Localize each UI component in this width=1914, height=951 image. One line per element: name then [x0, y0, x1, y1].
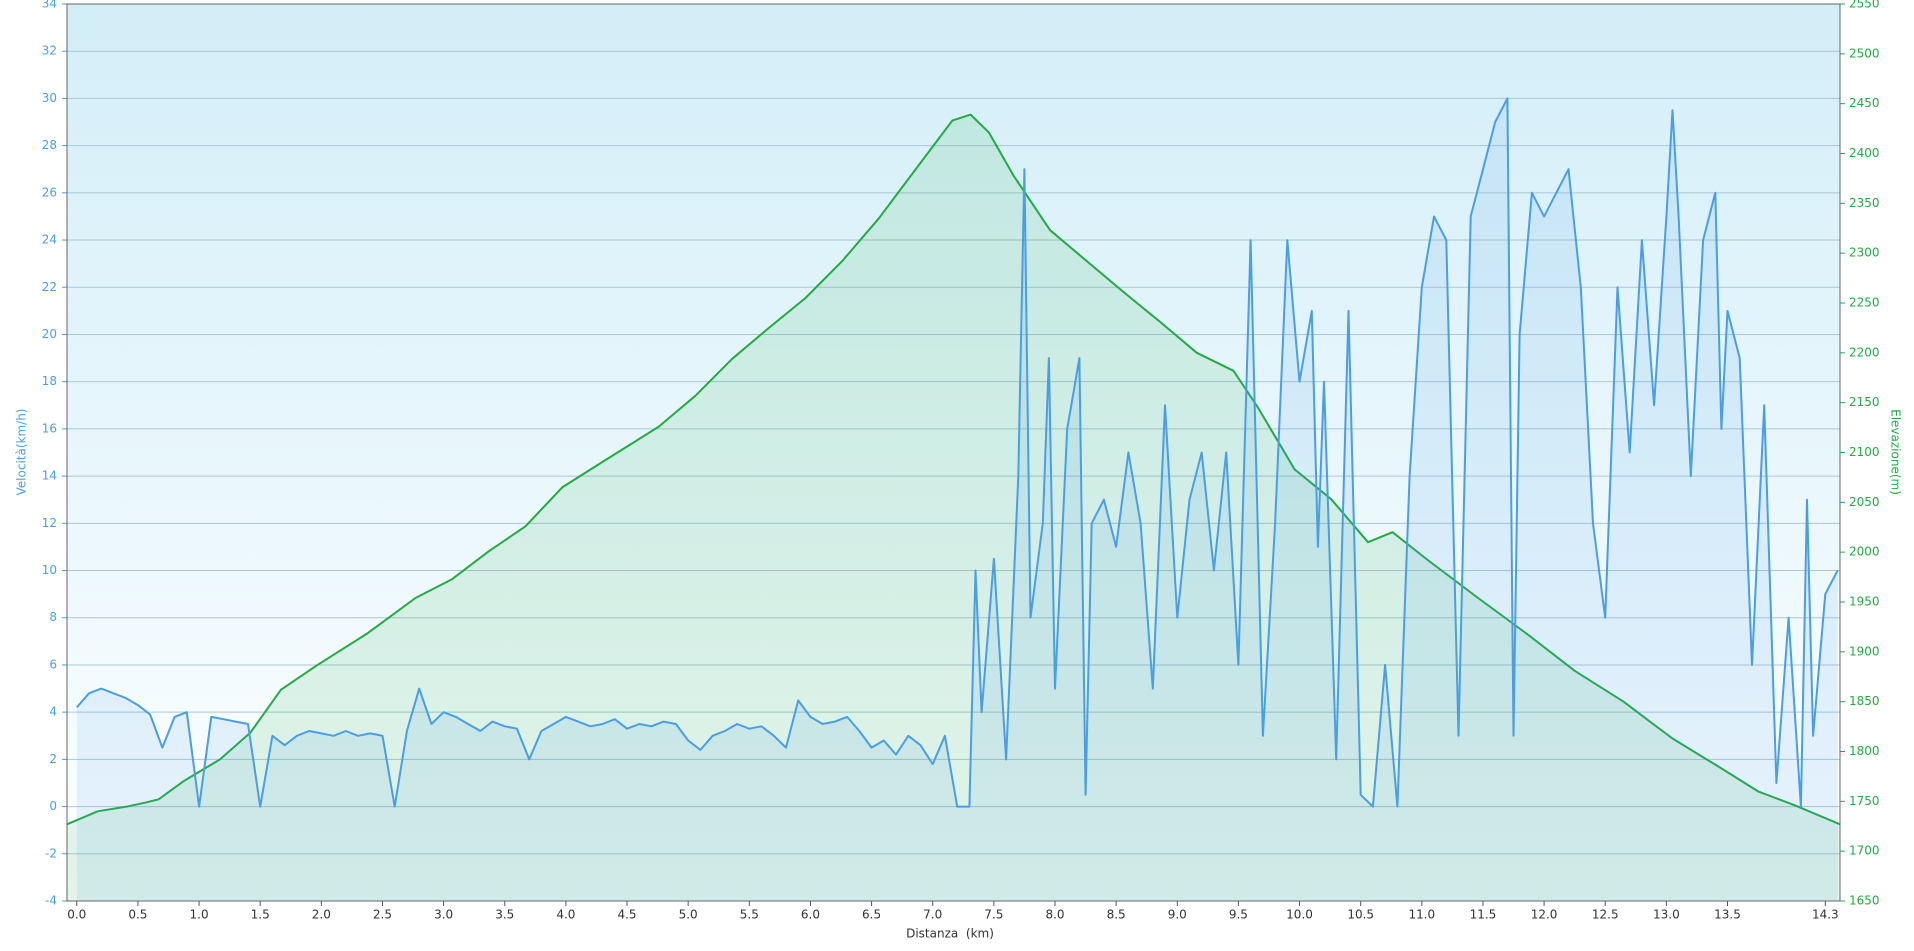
x-tick-label: 10.0 — [1286, 908, 1313, 922]
x-tick-label: 1.5 — [251, 908, 270, 922]
y2-axis-title: Elevazione(m) — [1889, 409, 1903, 495]
y2-tick-label: 1900 — [1849, 644, 1880, 658]
x-tick-label: 5.0 — [679, 908, 698, 922]
y-tick-label: -2 — [45, 846, 57, 860]
y2-tick-label: 2200 — [1849, 345, 1880, 359]
y2-tick-label: 2450 — [1849, 96, 1880, 110]
x-tick-label: 9.5 — [1229, 908, 1248, 922]
y-tick-label: 26 — [42, 185, 57, 199]
x-tick-label: 2.5 — [373, 908, 392, 922]
x-tick-label: 11.5 — [1470, 908, 1497, 922]
x-tick-label: 3.0 — [434, 908, 453, 922]
x-tick-label: 1.0 — [190, 908, 209, 922]
y2-tick-label: 2500 — [1849, 46, 1880, 60]
y-tick-label: 4 — [49, 705, 57, 719]
y-tick-label: 8 — [49, 610, 57, 624]
y-tick-label: 2 — [49, 752, 57, 766]
x-tick-label: 13.0 — [1653, 908, 1680, 922]
x-tick-label: 10.5 — [1347, 908, 1374, 922]
y-tick-label: 28 — [42, 138, 57, 152]
area — [76, 98, 1838, 901]
y2-tick-label: 1800 — [1849, 744, 1880, 758]
y2-tick-label: 1650 — [1849, 894, 1880, 908]
y2-tick-label: 1850 — [1849, 694, 1880, 708]
x-tick-label: 7.0 — [923, 908, 942, 922]
y2-tick-label: 1700 — [1849, 844, 1880, 858]
y-tick-label: 12 — [42, 516, 57, 530]
y2-tick-label: 2150 — [1849, 395, 1880, 409]
line — [66, 113, 1841, 826]
y2-tick-label: 2400 — [1849, 146, 1880, 160]
x-tick-label: 7.5 — [984, 908, 1003, 922]
x-tick-label: 13.5 — [1714, 908, 1741, 922]
y-tick-label: 30 — [42, 91, 57, 105]
y-tick-label: 32 — [42, 44, 57, 58]
x-tick-label: 8.5 — [1107, 908, 1126, 922]
x-tick-label: 0.0 — [67, 908, 86, 922]
x-tick-label: 4.0 — [556, 908, 575, 922]
y2-tick-label: 2100 — [1849, 445, 1880, 459]
y-tick-label: 20 — [42, 327, 57, 341]
y-tick-label: 6 — [49, 657, 57, 671]
y2-tick-label: 2050 — [1849, 495, 1880, 509]
y-tick-label: -4 — [45, 894, 57, 908]
x-tick-label: 6.5 — [862, 908, 881, 922]
y-tick-label: 24 — [42, 233, 57, 247]
y-tick-label: 34 — [42, 0, 57, 11]
y2-tick-label: 2000 — [1849, 545, 1880, 559]
plot-area — [67, 4, 1840, 901]
y2-tick-label: 2550 — [1849, 0, 1880, 11]
x-tick-label: 12.0 — [1531, 908, 1558, 922]
y2-tick-label: 1950 — [1849, 595, 1880, 609]
x-tick-label: 12.5 — [1592, 908, 1619, 922]
x-tick-label: 14.3 — [1812, 908, 1839, 922]
plot-border — [66, 3, 1841, 902]
y-tick-label: 10 — [42, 563, 57, 577]
x-tick-label: 5.5 — [740, 908, 759, 922]
y-tick-label: 14 — [42, 469, 57, 483]
y-tick-label: 0 — [49, 799, 57, 813]
y2-tick-label: 2250 — [1849, 296, 1880, 310]
y2-tick-label: 1750 — [1849, 794, 1880, 808]
x-axis-title: Distanza (km) — [906, 927, 994, 941]
y-axis-title: Velocità(km/h) — [15, 409, 29, 496]
x-tick-label: 6.0 — [801, 908, 820, 922]
y2-tick-label: 2300 — [1849, 246, 1880, 260]
x-tick-label: 0.5 — [128, 908, 147, 922]
line — [76, 97, 1839, 808]
y-tick-label: 16 — [42, 421, 57, 435]
y2-tick-label: 2350 — [1849, 196, 1880, 210]
area — [67, 114, 1840, 902]
x-tick-label: 3.5 — [495, 908, 514, 922]
x-tick-label: 8.0 — [1045, 908, 1064, 922]
y-tick-label: 22 — [42, 280, 57, 294]
x-tick-label: 11.0 — [1408, 908, 1435, 922]
y-tick-label: 18 — [42, 374, 57, 388]
x-tick-label: 9.0 — [1168, 908, 1187, 922]
x-tick-label: 2.0 — [312, 908, 331, 922]
x-tick-label: 4.5 — [617, 908, 636, 922]
